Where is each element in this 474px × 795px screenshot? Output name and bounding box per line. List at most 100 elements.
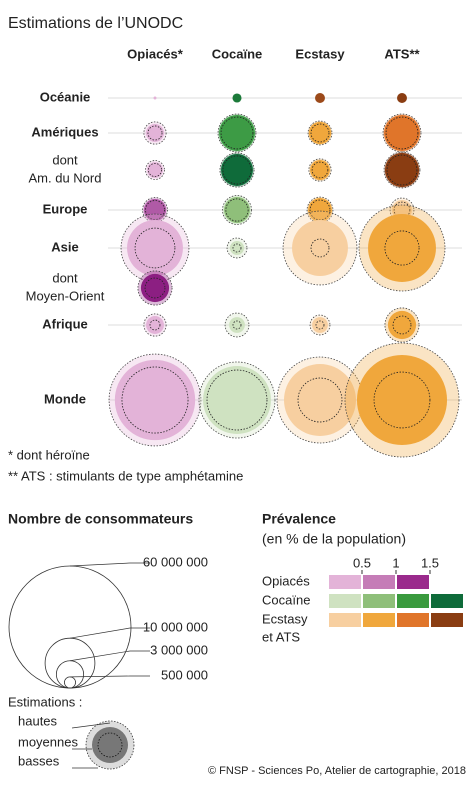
- low-estimate: [145, 200, 165, 220]
- size-legend-circle: [44, 637, 96, 689]
- mid-estimate: [312, 317, 328, 333]
- row-label: dont: [52, 270, 78, 285]
- mid-estimate: [384, 115, 420, 151]
- leader-line: [69, 627, 150, 639]
- low-estimate: [147, 125, 163, 141]
- estimation-low: [97, 732, 123, 758]
- mid-estimate: [114, 359, 196, 441]
- size-legend-circle: [8, 565, 132, 689]
- prevalence-swatch: [363, 613, 395, 627]
- prevalence-title: Prévalence: [262, 511, 336, 527]
- estimation-title: Estimations :: [8, 694, 82, 709]
- chart-title: Estimations de l’UNODC: [8, 15, 183, 32]
- prevalence-tick-label: 0.5: [353, 555, 371, 570]
- low-estimate: [311, 161, 329, 179]
- prevalence-swatch: [363, 575, 395, 589]
- footnote: * dont héroïne: [8, 447, 90, 462]
- low-estimate: [144, 277, 166, 299]
- row-label: Am. du Nord: [29, 170, 102, 185]
- low-estimate: [384, 230, 420, 266]
- mid-estimate: [146, 316, 164, 334]
- mid-estimate: [368, 214, 436, 282]
- mid-estimate: [229, 240, 245, 256]
- low-estimate: [232, 320, 242, 330]
- prevalence-subtitle: (en % de la population): [262, 531, 406, 547]
- low-estimate: [225, 198, 249, 222]
- mid-estimate: [292, 220, 348, 276]
- prevalence-row-label: Cocaïne: [262, 592, 310, 607]
- prevalence-swatch: [329, 594, 361, 608]
- low-estimate: [206, 369, 268, 431]
- prevalence-tick-label: 1: [392, 555, 399, 570]
- mid-estimate: [387, 310, 417, 340]
- mid-estimate: [397, 93, 407, 103]
- low-estimate: [309, 199, 331, 221]
- column-header: Ecstasy: [295, 46, 345, 61]
- prevalence-swatch: [397, 613, 429, 627]
- row-label: Asie: [51, 239, 78, 254]
- mid-estimate: [283, 363, 357, 437]
- mid-estimate: [310, 160, 330, 180]
- low-estimate: [392, 315, 412, 335]
- row-label: dont: [52, 152, 78, 167]
- prevalence-row-label: Opiacés: [262, 573, 310, 588]
- prevalence-tick-label: 1.5: [421, 555, 439, 570]
- mid-estimate: [229, 317, 245, 333]
- row-label: Océanie: [40, 89, 91, 104]
- prevalence-swatch: [329, 575, 361, 589]
- estimation-label: hautes: [18, 713, 58, 728]
- prevalence-row-label: Ecstasy: [262, 611, 308, 626]
- estimation-label: moyennes: [18, 734, 78, 749]
- prevalence-swatch: [397, 594, 429, 608]
- mid-estimate: [308, 198, 332, 222]
- column-header: ATS**: [384, 46, 420, 61]
- mid-estimate: [221, 154, 253, 186]
- low-estimate: [222, 155, 252, 185]
- mid-estimate: [308, 121, 332, 145]
- size-legend-label: 500 000: [161, 667, 208, 682]
- row-label: Moyen-Orient: [26, 288, 105, 303]
- estimation-label: basses: [18, 753, 60, 768]
- mid-estimate: [203, 366, 271, 434]
- size-legend-label: 60 000 000: [143, 554, 208, 569]
- mid-estimate: [153, 96, 157, 100]
- low-estimate: [220, 116, 254, 150]
- low-estimate: [297, 377, 343, 423]
- prevalence-swatch: [397, 575, 429, 589]
- mid-estimate: [232, 93, 242, 103]
- prevalence-swatch: [329, 613, 361, 627]
- low-estimate: [121, 366, 189, 434]
- row-label: Afrique: [42, 316, 88, 331]
- estimation-mid: [92, 727, 128, 763]
- prevalence-swatch: [431, 594, 463, 608]
- size-legend-circle: [64, 676, 76, 689]
- low-estimate: [149, 319, 161, 331]
- low-estimate: [232, 243, 242, 253]
- mid-estimate: [356, 354, 448, 446]
- credit: © FNSP - Sciences Po, Atelier de cartogr…: [208, 765, 466, 777]
- prevalence-swatch: [431, 613, 463, 627]
- size-legend-title: Nombre de consommateurs: [8, 511, 193, 527]
- leader-line: [69, 650, 150, 662]
- mid-estimate: [147, 162, 163, 178]
- low-estimate: [315, 320, 325, 330]
- low-estimate: [373, 371, 431, 429]
- low-estimate: [310, 238, 330, 258]
- mid-estimate: [224, 197, 250, 223]
- leader-line: [69, 562, 150, 567]
- leader-line: [69, 675, 150, 678]
- row-label: Amériques: [31, 124, 98, 139]
- row-label: Monde: [44, 391, 86, 406]
- mid-estimate: [143, 198, 167, 222]
- low-estimate: [134, 227, 176, 269]
- prevalence-swatch: [363, 594, 395, 608]
- row-label: Europe: [43, 201, 88, 216]
- low-estimate: [310, 123, 330, 143]
- low-estimate: [148, 163, 162, 177]
- column-header: Opiacés*: [127, 46, 184, 61]
- low-estimate: [386, 154, 418, 186]
- mid-estimate: [146, 124, 164, 142]
- footnote: ** ATS : stimulants de type amphétamine: [8, 468, 243, 483]
